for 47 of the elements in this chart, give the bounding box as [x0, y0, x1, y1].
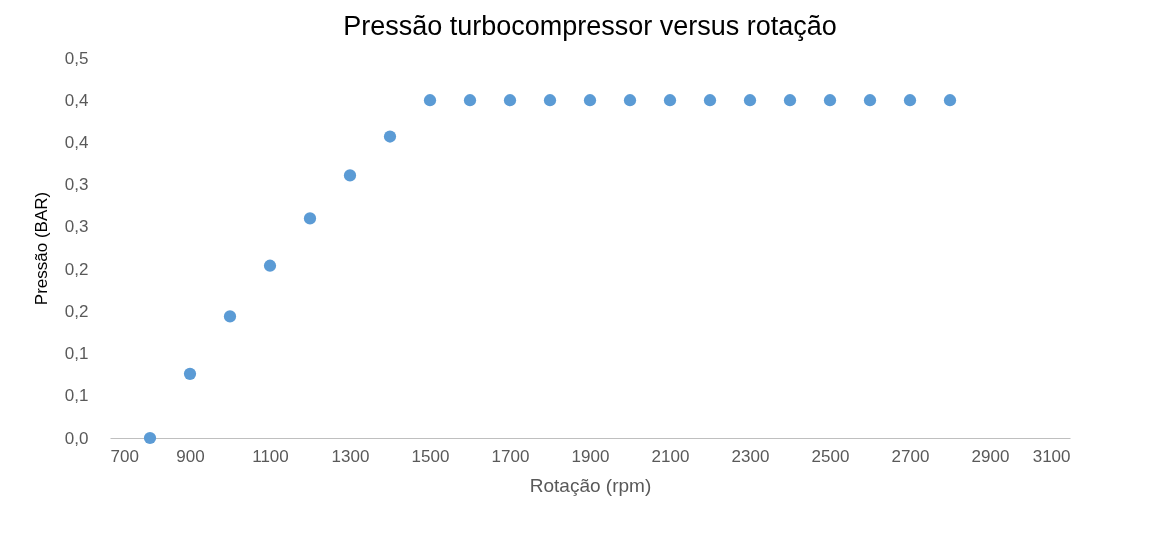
y-tick-label: 0,4: [64, 90, 89, 110]
x-tick-label: 1900: [571, 446, 610, 466]
point: [543, 94, 557, 107]
x-tick-label: 2300: [731, 446, 770, 466]
point: [343, 169, 357, 182]
point: [463, 94, 477, 107]
chart-title: Pressão turbocompressor versus rotação: [343, 11, 837, 41]
x-tick-label: 700: [110, 446, 139, 466]
y-tick-label: 0,2: [64, 259, 89, 279]
x-tick-label: 1500: [411, 446, 450, 466]
point: [423, 94, 437, 107]
point: [583, 94, 597, 107]
point: [303, 212, 317, 225]
y-tick-label: 0,1: [64, 386, 89, 406]
point: [143, 431, 157, 445]
y-axis-title: Pressão (BAR): [31, 191, 51, 306]
point: [783, 94, 797, 107]
point: [503, 94, 517, 107]
y-tick-label: 0,4: [64, 132, 89, 152]
x-tick-label: 3100: [1032, 446, 1071, 466]
point: [903, 94, 917, 107]
point: [183, 367, 197, 380]
point: [863, 94, 877, 107]
point: [383, 130, 397, 143]
y-tick-label: 0,3: [64, 217, 89, 237]
x-tick-label: 2700: [891, 446, 930, 466]
point: [823, 94, 837, 107]
y-tick-label: 0,1: [64, 344, 89, 364]
x-tick-label: 900: [176, 446, 205, 466]
point: [943, 94, 957, 107]
x-tick-label: 2900: [971, 446, 1010, 466]
point: [703, 94, 717, 107]
x-tick-label: 1100: [252, 446, 289, 466]
x-tick-label: 2100: [651, 446, 690, 466]
y-tick-label: 0,3: [64, 175, 89, 195]
x-axis-title: Rotação (rpm): [529, 474, 652, 496]
y-tick-label: 0,2: [64, 301, 89, 321]
x-tick-label: 1700: [491, 446, 530, 466]
point: [663, 94, 677, 107]
x-tick-label: 2500: [811, 446, 850, 466]
y-tick-label: 0,0: [64, 428, 89, 448]
y-tick-label: 0,5: [64, 48, 89, 68]
point: [223, 310, 237, 323]
point: [623, 94, 637, 107]
point: [743, 94, 757, 107]
point: [263, 259, 277, 272]
x-tick-label: 1300: [331, 446, 370, 466]
